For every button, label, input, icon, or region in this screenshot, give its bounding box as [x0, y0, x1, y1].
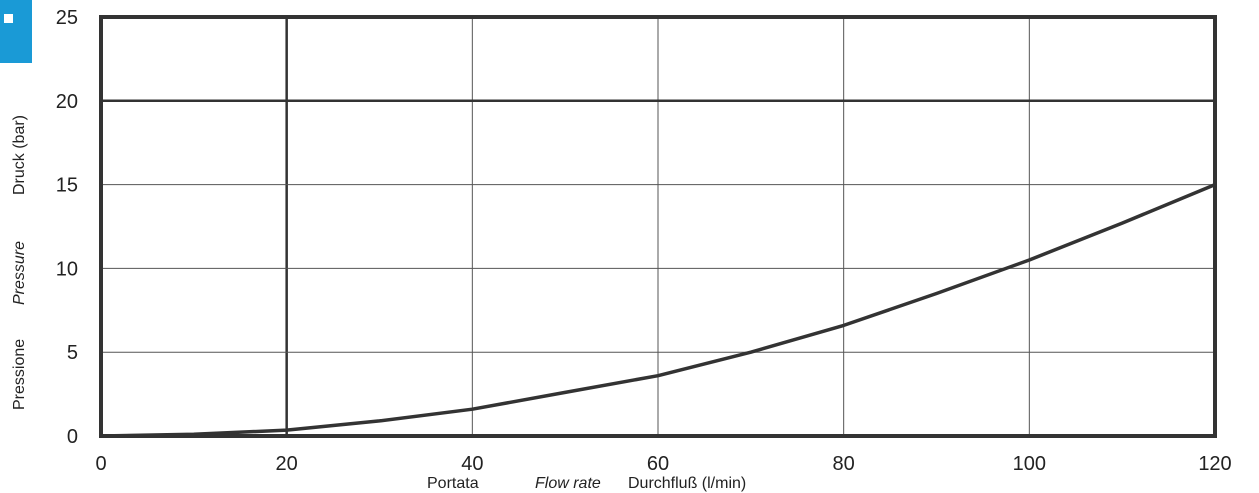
x-tick-label: 100 [1013, 453, 1046, 475]
x-tick-label: 80 [833, 453, 855, 475]
y-axis-label-english: Pressure [11, 241, 28, 305]
x-tick-label: 60 [647, 453, 669, 475]
y-tick-label: 20 [56, 91, 78, 113]
y-axis-label-german: Druck (bar) [11, 115, 28, 195]
x-axis-label-english: Flow rate [535, 475, 601, 492]
y-tick-label: 25 [56, 7, 78, 29]
y-tick-label: 10 [56, 258, 78, 280]
plot-frame [99, 15, 1217, 438]
x-tick-label: 0 [95, 453, 106, 475]
corner-tab [0, 0, 32, 63]
x-axis-label-italian: Portata [427, 475, 479, 492]
y-tick-label: 5 [67, 342, 78, 364]
y-tick-label: 0 [67, 426, 78, 448]
pressure-curve [99, 182, 1217, 438]
corner-tab-mark [4, 14, 13, 23]
tick-labels: 0 20 40 60 80 100 120 0 5 10 15 20 25 [56, 7, 1232, 475]
y-axis-label-italian: Pressione [11, 339, 28, 410]
x-tick-label: 120 [1198, 453, 1231, 475]
x-tick-label: 40 [461, 453, 483, 475]
grid-lines [101, 17, 1215, 436]
x-tick-label: 20 [276, 453, 298, 475]
series-layer [99, 182, 1217, 438]
y-tick-label: 15 [56, 175, 78, 197]
x-axis-label-german: Durchfluß (l/min) [628, 475, 746, 492]
